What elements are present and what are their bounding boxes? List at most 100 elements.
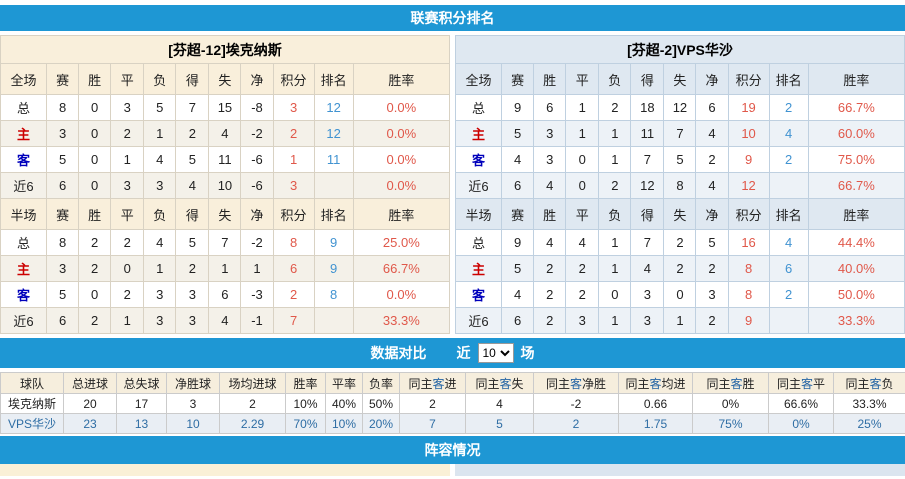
stat-cell: 1 [111, 308, 144, 334]
stat-cell: -8 [241, 95, 273, 121]
rank-cell: 12 [314, 121, 353, 147]
stat-cell: 2 [566, 256, 599, 282]
compare-stat-cell: 0% [769, 414, 834, 434]
rank-cell [314, 308, 353, 334]
stat-cell: 0 [79, 95, 111, 121]
stat-cell: 4 [696, 121, 728, 147]
league-standings-header: 联赛积分排名 [0, 5, 905, 31]
stat-cell: -2 [241, 121, 273, 147]
stat-cell: 6 [502, 173, 534, 199]
stat-cell: 6 [209, 282, 241, 308]
compare-stat-cell: 2 [400, 394, 466, 414]
compare-stat-cell: 5 [466, 414, 534, 434]
column-header-cell: 得 [176, 64, 209, 95]
column-header-cell: 负 [599, 64, 631, 95]
stat-cell: 2 [534, 282, 566, 308]
rank-cell: 2 [769, 147, 808, 173]
compare-header-cell: 同主客净胜 [534, 373, 619, 394]
column-header-cell: 胜 [79, 199, 111, 230]
compare-stat-cell: 4 [466, 394, 534, 414]
stat-cell: 0 [566, 173, 599, 199]
rank-cell [769, 308, 808, 334]
data-comparison-header: 数据对比 近 10 场 [0, 338, 905, 368]
stat-cell: 5 [176, 230, 209, 256]
compare-header-cell: 胜率 [286, 373, 326, 394]
row-scope-label: 客 [456, 147, 502, 173]
scope-header-cell: 全场 [1, 64, 47, 95]
stat-cell: 3 [111, 95, 144, 121]
winrate-cell: 25.0% [353, 230, 449, 256]
column-header-cell: 排名 [314, 199, 353, 230]
stat-cell: 4 [534, 230, 566, 256]
winrate-cell: 66.7% [808, 95, 904, 121]
stat-cell: -3 [241, 282, 273, 308]
column-header-cell: 赛 [502, 199, 534, 230]
stat-cell: 11 [631, 121, 664, 147]
column-header-cell: 失 [209, 64, 241, 95]
away-char-highlight: 客 [649, 377, 661, 391]
stat-cell: 2 [664, 256, 696, 282]
stat-cell: 0 [79, 173, 111, 199]
stat-cell: 12 [631, 173, 664, 199]
points-cell: 1 [273, 147, 314, 173]
compare-stat-cell: -2 [534, 394, 619, 414]
stat-cell: 0 [111, 256, 144, 282]
rank-cell: 6 [769, 256, 808, 282]
stat-cell: 3 [144, 282, 176, 308]
stat-cell: 2 [111, 282, 144, 308]
winrate-cell: 60.0% [808, 121, 904, 147]
stat-cell: 3 [631, 308, 664, 334]
column-header-cell: 负 [144, 64, 176, 95]
winrate-cell: 44.4% [808, 230, 904, 256]
compare-stat-cell: 20% [363, 414, 400, 434]
column-header-cell: 积分 [728, 64, 769, 95]
stat-cell: 2 [696, 147, 728, 173]
column-header-row: 全场赛胜平负得失净积分排名胜率 [456, 64, 905, 95]
rank-cell: 4 [769, 230, 808, 256]
row-scope-label: 近6 [456, 173, 502, 199]
points-cell: 8 [728, 282, 769, 308]
column-header-cell: 失 [664, 199, 696, 230]
compare-stat-cell: 13 [117, 414, 167, 434]
data-comparison-table: 球队总进球总失球净胜球场均进球胜率平率负率同主客进同主客失同主客净胜同主客均进同… [0, 372, 905, 434]
stat-cell: 4 [209, 121, 241, 147]
compare-header-cell: 同主客胜 [693, 373, 769, 394]
column-header-cell: 胜率 [353, 64, 449, 95]
column-header-cell: 赛 [47, 64, 79, 95]
stat-cell: 1 [144, 256, 176, 282]
points-cell: 12 [728, 173, 769, 199]
column-header-row: 半场赛胜平负得失净积分排名胜率 [456, 199, 905, 230]
column-header-cell: 积分 [273, 64, 314, 95]
compare-header-cell: 总失球 [117, 373, 167, 394]
scope-header-cell: 全场 [456, 64, 502, 95]
stat-cell: 4 [696, 173, 728, 199]
column-header-cell: 得 [176, 199, 209, 230]
winrate-cell: 0.0% [353, 95, 449, 121]
winrate-cell: 33.3% [808, 308, 904, 334]
compare-stat-cell: 40% [326, 394, 363, 414]
stat-cell: 9 [502, 230, 534, 256]
row-scope-label: 主 [1, 256, 47, 282]
recent-games-select[interactable]: 10 [478, 343, 514, 363]
team-title: [芬超-2]VPS华沙 [456, 36, 905, 64]
rank-cell: 9 [314, 230, 353, 256]
points-cell: 9 [728, 147, 769, 173]
column-header-row: 半场赛胜平负得失净积分排名胜率 [1, 199, 450, 230]
points-cell: 6 [273, 256, 314, 282]
column-header-cell: 净 [241, 64, 273, 95]
stat-cell: -1 [241, 308, 273, 334]
stat-cell: 0 [79, 147, 111, 173]
row-scope-label: 总 [456, 95, 502, 121]
row-scope-label: 客 [1, 147, 47, 173]
column-header-cell: 胜率 [353, 199, 449, 230]
stat-cell: 4 [502, 282, 534, 308]
column-header-cell: 平 [111, 199, 144, 230]
stat-cell: 2 [696, 308, 728, 334]
stat-cell: -6 [241, 173, 273, 199]
stat-cell: 3 [534, 121, 566, 147]
stat-cell: 2 [79, 256, 111, 282]
stat-cell: 1 [566, 95, 599, 121]
